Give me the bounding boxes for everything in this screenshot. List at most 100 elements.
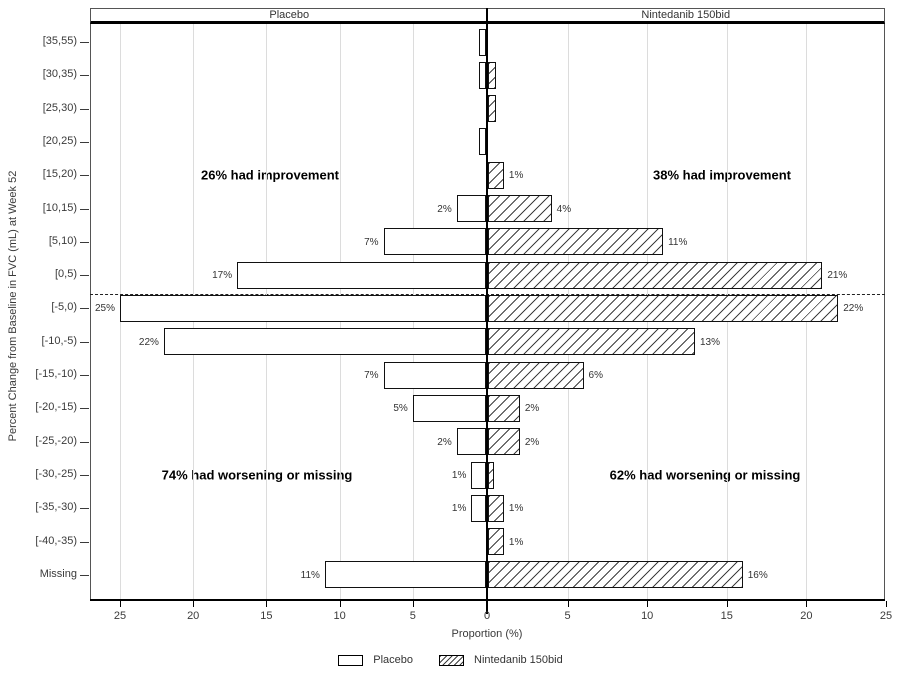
category-label: Missing: [39, 567, 77, 580]
bar-placebo-[-10,-5): [163, 328, 486, 356]
category-tick: [80, 208, 89, 210]
category-label: [-30,-25): [35, 468, 77, 481]
bar-nintedanib-Missing: [488, 561, 743, 589]
x-tick-label: 0: [483, 610, 491, 622]
legend: Placebo Nintedanib 150bid: [0, 651, 901, 669]
category-tick: [80, 341, 89, 343]
x-tick-label: 20: [187, 610, 200, 622]
legend-label: Nintedanib 150bid: [474, 654, 563, 666]
bar-placebo-[-15,-10): [383, 361, 486, 389]
bar-nintedanib-[15,20): [488, 161, 504, 189]
category-tick: [80, 42, 89, 43]
bar-value-placebo-[-25,-20): 2%: [437, 436, 452, 448]
bar-value-nintedanib-[10,15): 4%: [556, 203, 572, 215]
category-tick: [80, 308, 89, 310]
x-tick-label: 20: [800, 610, 813, 622]
bar-value-nintedanib-[-15,-10): 6%: [588, 370, 603, 382]
bar-nintedanib-[-5,0): [488, 294, 839, 322]
x-tick-mark: [193, 601, 195, 607]
category-label: [-15,-10): [35, 368, 77, 381]
annotation-nintedanib-worsening: 62% had worsening or missing: [609, 467, 801, 483]
bar-nintedanib-[5,10): [488, 228, 664, 256]
x-tick-label: 15: [260, 610, 273, 622]
category-tick: [80, 241, 89, 243]
category-tick: [80, 275, 89, 277]
bar-placebo-[5,10): [383, 228, 486, 256]
bar-value-placebo-[-20,-15): 5%: [393, 403, 408, 415]
x-tick-mark: [120, 601, 121, 607]
panel-header-nintedanib: Nintedanib 150bid: [641, 8, 731, 21]
center-divider-line: [486, 8, 488, 614]
x-tick-mark: [567, 601, 569, 607]
legend-item-nintedanib-150bid: Nintedanib 150bid: [439, 654, 563, 666]
bar-value-nintedanib-Missing: 16%: [747, 569, 768, 581]
bar-value-placebo-[0,5): 17%: [212, 270, 233, 282]
bar-placebo-[0,5): [237, 261, 486, 289]
x-tick-label: 10: [641, 610, 654, 622]
bar-placebo-[-20,-15): [412, 394, 486, 422]
category-label: [-35,-30): [35, 501, 77, 514]
bar-placebo-[10,15): [456, 195, 486, 223]
category-tick: [80, 75, 89, 77]
category-tick: [80, 108, 89, 110]
x-tick-mark: [647, 601, 649, 607]
bar-nintedanib-[30,35): [488, 61, 496, 89]
bar-nintedanib-[-20,-15): [488, 394, 520, 422]
bar-value-nintedanib-[-20,-15): 2%: [524, 403, 540, 415]
category-tick: [80, 375, 89, 377]
category-label: [-5,0): [51, 301, 77, 314]
bar-value-nintedanib-[15,20): 1%: [508, 170, 524, 182]
x-tick-label: 25: [113, 610, 127, 622]
bar-value-nintedanib-[-35,-30): 1%: [508, 503, 524, 515]
bar-placebo-[30,35): [478, 61, 486, 89]
category-label: [10,15): [42, 201, 77, 214]
category-label: [-25,-20): [35, 434, 77, 447]
category-label: [25,30): [42, 101, 77, 114]
category-tick: [80, 408, 89, 410]
category-label: [0,5): [54, 268, 77, 281]
bar-value-placebo-[-15,-10): 7%: [364, 370, 379, 382]
bar-value-nintedanib-[5,10): 11%: [668, 236, 688, 248]
category-label: [5,10): [48, 234, 77, 247]
bar-value-placebo-[-35,-30): 1%: [451, 503, 467, 515]
x-axis-title: Proportion (%): [451, 628, 523, 640]
x-tick-label: 5: [564, 610, 571, 622]
category-label: [15,20): [42, 168, 77, 181]
category-label: [-10,-5): [41, 334, 77, 347]
annotation-placebo-worsening: 74% had worsening or missing: [161, 467, 353, 483]
bar-placebo-[20,25): [478, 128, 486, 156]
bar-placebo-[-30,-25): [471, 461, 486, 489]
legend-swatch-hatched: [439, 654, 465, 666]
category-label: [20,25): [42, 134, 77, 147]
x-tick-mark: [806, 601, 808, 607]
category-tick: [80, 574, 89, 576]
annotation-nintedanib-improvement: 38% had improvement: [653, 167, 791, 183]
bar-value-nintedanib-[0,5): 21%: [827, 270, 848, 282]
x-tick-mark: [266, 601, 268, 607]
bar-value-nintedanib-[-40,-35): 1%: [508, 536, 524, 548]
bar-placebo-[-25,-20): [456, 428, 486, 456]
category-label: [30,35): [42, 68, 77, 81]
bar-placebo-[-35,-30): [471, 494, 486, 522]
bar-nintedanib-[-25,-20): [488, 428, 520, 456]
x-tick-label: 25: [879, 610, 893, 622]
bar-value-nintedanib-[-25,-20): 2%: [524, 436, 540, 448]
category-tick: [80, 508, 89, 510]
bar-nintedanib-[-10,-5): [488, 328, 695, 356]
bar-placebo-[35,55): [478, 28, 486, 56]
x-tick-mark: [412, 601, 414, 607]
bar-value-placebo-Missing: 11%: [300, 569, 320, 581]
bar-value-placebo-[-5,0): 25%: [94, 303, 115, 315]
x-axis-line: [90, 599, 885, 601]
legend-label: Placebo: [373, 654, 414, 666]
bar-nintedanib-[-35,-30): [488, 494, 504, 522]
category-tick: [80, 475, 89, 477]
bar-nintedanib-[-40,-35): [488, 528, 504, 556]
legend-swatch-open: [338, 654, 364, 666]
x-tick-label: 10: [333, 610, 346, 622]
category-tick: [80, 441, 89, 443]
category-label: [-40,-35): [35, 534, 77, 547]
x-tick-mark: [726, 601, 728, 607]
legend-item-placebo: Placebo: [338, 654, 413, 666]
